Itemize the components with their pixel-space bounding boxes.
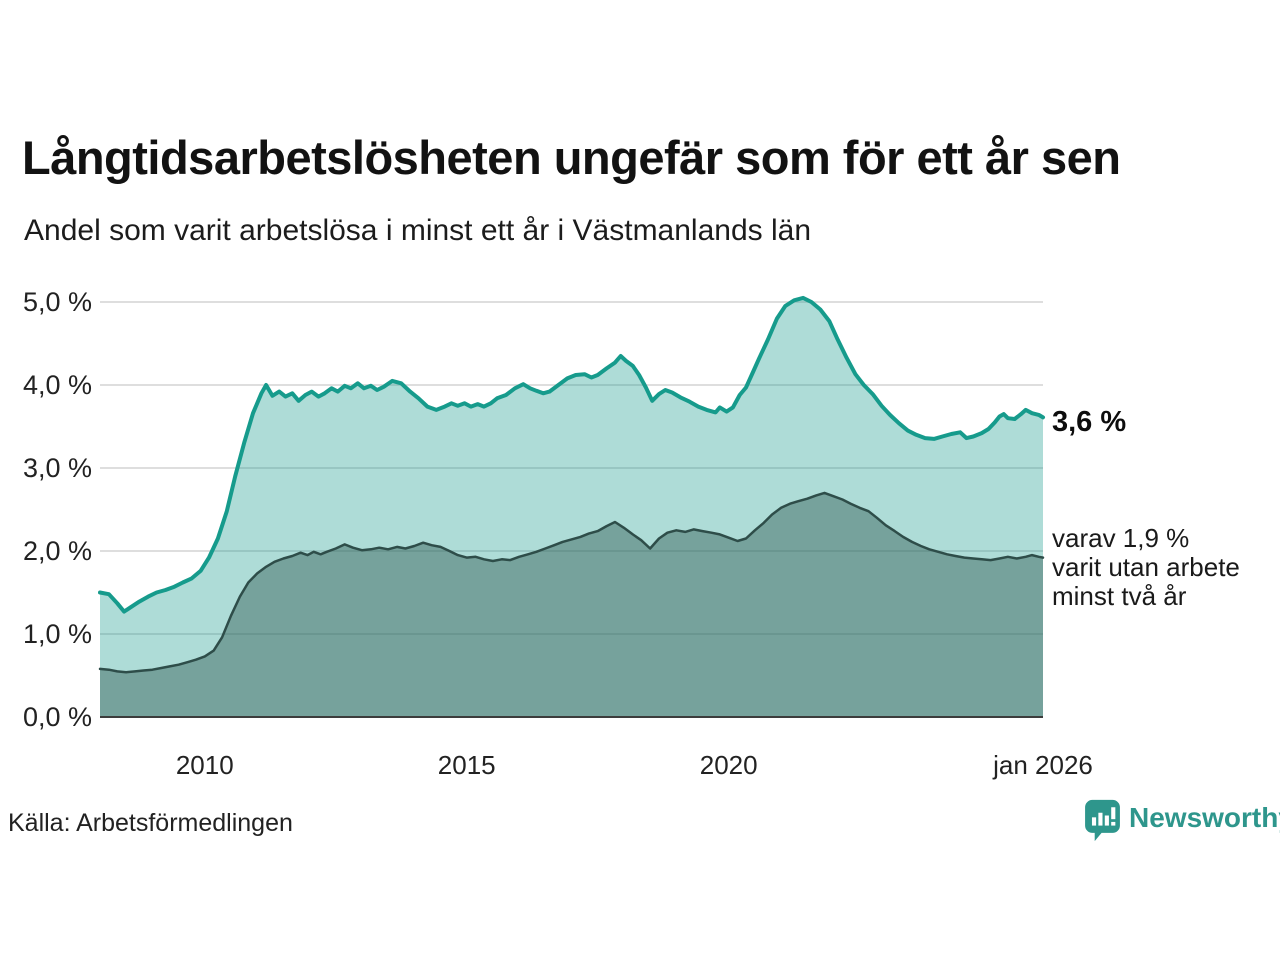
newsworthy-brand-text: Newsworthy [1129,802,1280,833]
source-credit: Källa: Arbetsförmedlingen [8,809,293,837]
y-tick-label: 3,0 % [22,453,92,483]
y-tick-label: 1,0 % [22,619,92,649]
x-tick-label: 2020 [699,750,758,780]
y-tick-label: 2,0 % [22,536,92,566]
series-line-one-year [98,295,1045,614]
series-two-annotation: varav 1,9 % varit utan arbete minst två … [1052,523,1240,611]
gridlines [100,301,1043,635]
end-value-annotation: 3,6 % [1052,406,1127,439]
page-subtitle: Andel som varit arbetslösa i minst ett å… [24,214,812,247]
newsworthy-logo: Newsworthy [1084,799,1280,843]
newsworthy-pin-icon [1085,799,1120,842]
area-fill-one-year [100,297,1043,717]
series-line-two-years [98,491,1045,674]
y-tick-label: 5,0 % [22,287,92,317]
x-tick-label: 2015 [437,750,496,780]
y-tick-label: 0,0 % [22,702,92,732]
x-tick-label: 2010 [175,750,234,780]
page-title: Långtidsarbetslösheten ungefär som för e… [22,131,1121,184]
x-tick-label: jan 2026 [993,750,1093,780]
y-tick-label: 4,0 % [22,370,92,400]
